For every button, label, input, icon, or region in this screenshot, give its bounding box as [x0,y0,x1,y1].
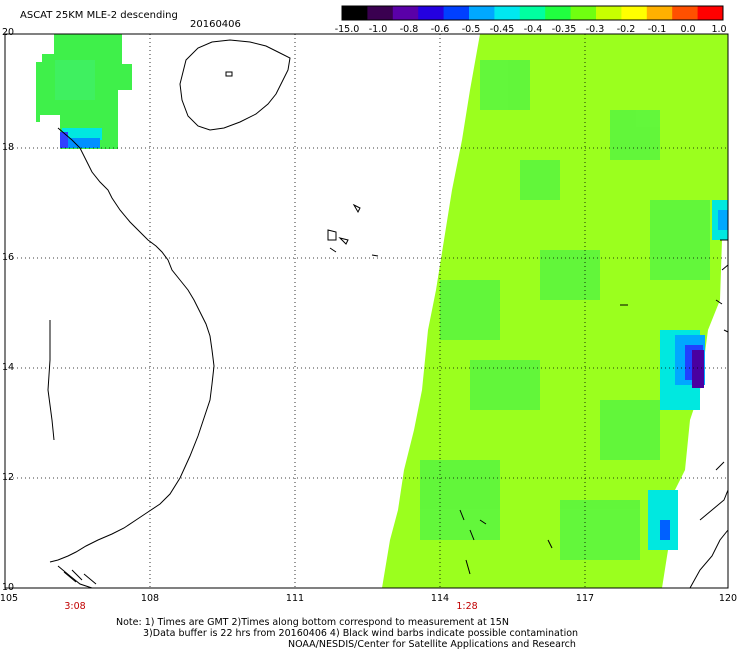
colorbar-tick-label: -0.2 [616,24,636,35]
colorbar-swatch [342,6,368,20]
lat-label-20: 20 [2,27,15,38]
colorbar-swatch [494,6,521,20]
coastline [47,39,729,589]
colorbar-tick-label: 1.0 [711,24,727,35]
colorbar-swatch [596,6,622,20]
pass-time-east: 1:28 [456,601,478,612]
colorbar-tick-label: -0.4 [523,24,543,35]
map-frame [4,33,729,589]
colorbar-tick-label: -0.3 [585,24,605,35]
colorbar-tick-label: -0.5 [461,24,481,35]
colorbar-tick-label: -0.8 [399,24,419,35]
colorbar-swatch [367,6,394,20]
colorbar [341,5,724,21]
colorbar-tick-label: 0.0 [680,24,696,35]
colorbar-swatch [646,6,673,20]
swath-east [382,34,728,588]
note-line-3: NOAA/NESDIS/Center for Satellite Applica… [288,639,576,650]
colorbar-swatch [570,6,597,20]
colorbar-swatch [621,6,648,20]
colorbar-border [341,5,724,21]
lon-label-114: 114 [430,593,450,604]
lat-label-12: 12 [2,472,15,483]
lon-label-105: 105 [0,593,19,604]
colorbar-tick-label: -0.45 [489,24,515,35]
lat-label-10: 10 [2,582,15,593]
colorbar-tick-label: -0.35 [551,24,577,35]
colorbar-swatch [418,6,445,20]
pass-time-west: 3:08 [64,601,86,612]
product-date: 20160406 [190,19,241,30]
lat-lon-grid [5,34,728,588]
note-line-2: 3)Data buffer is 22 hrs from 20160406 4)… [143,628,579,639]
lat-label-14: 14 [2,362,15,373]
colorbar-swatch [672,6,699,20]
colorbar-tick-label: -1.0 [368,24,388,35]
colorbar-tick-label: -0.1 [647,24,667,35]
product-title: ASCAT 25KM MLE-2 descending [20,10,178,21]
colorbar-swatch [697,6,724,20]
colorbar-swatch [443,6,470,20]
lat-label-18: 18 [2,142,15,153]
colorbar-tick-label: -0.6 [430,24,450,35]
note-line-1: Note: 1) Times are GMT 2)Times along bot… [116,617,509,628]
colorbar-swatch [519,6,546,20]
colorbar-swatch [392,6,419,20]
swath-west [36,34,132,149]
lon-label-108: 108 [140,593,160,604]
lon-label-111: 111 [285,593,305,604]
colorbar-swatch [545,6,572,20]
lon-label-117: 117 [575,593,595,604]
colorbar-tick-label: -15.0 [334,24,360,35]
lat-label-16: 16 [2,252,15,263]
lon-label-120: 120 [718,593,738,604]
colorbar-swatch [469,6,495,20]
